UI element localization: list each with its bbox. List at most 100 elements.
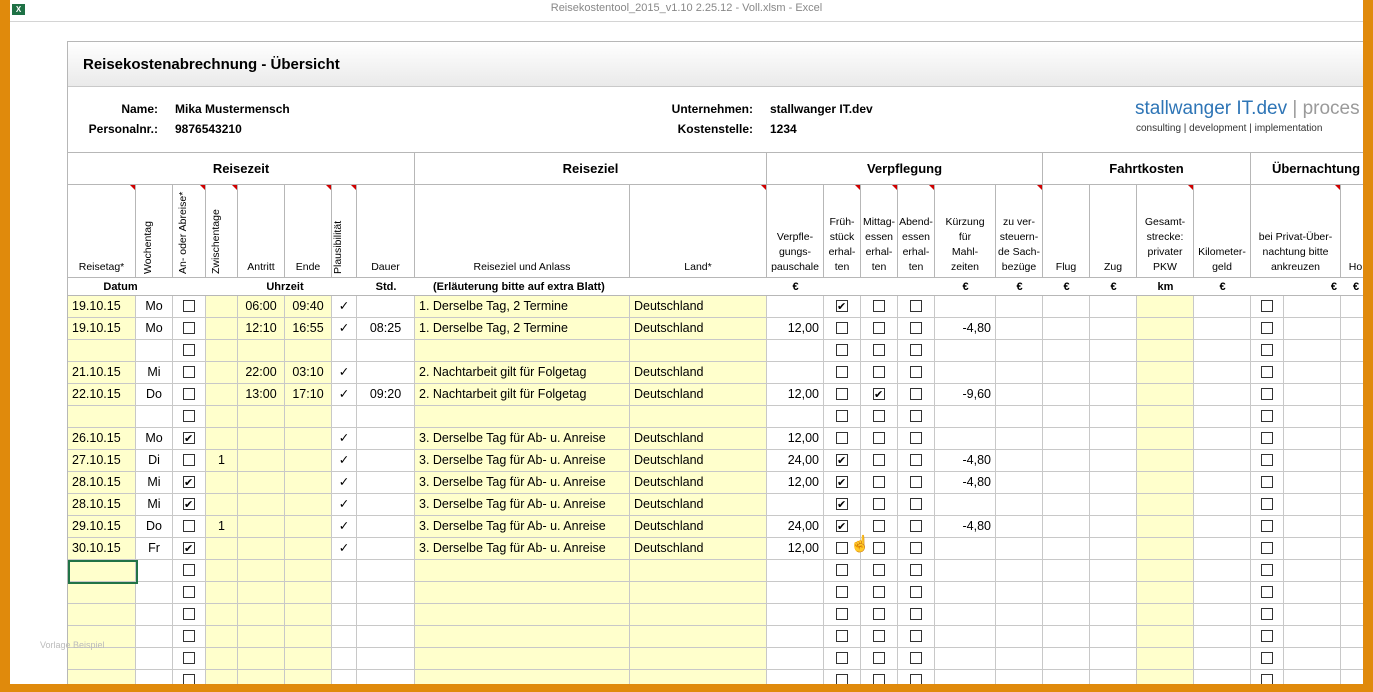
cell-date[interactable]: 27.10.15 — [68, 450, 136, 472]
cell-dur[interactable] — [357, 296, 415, 318]
cell-pl[interactable]: ✓ — [332, 384, 357, 406]
cell-km[interactable] — [1194, 582, 1251, 604]
cell-m[interactable] — [861, 670, 898, 684]
checkbox[interactable] — [910, 431, 922, 444]
checkbox[interactable] — [183, 585, 195, 598]
cell-m[interactable] — [861, 472, 898, 494]
cell-p[interactable] — [1251, 516, 1284, 538]
cell-p[interactable] — [1251, 384, 1284, 406]
cell-kurz[interactable]: -4,80 — [935, 450, 996, 472]
cell-pl[interactable]: ✓ — [332, 362, 357, 384]
comment-indicator-icon[interactable] — [929, 185, 934, 190]
cell-km[interactable] — [1194, 538, 1251, 560]
checkbox[interactable] — [873, 431, 885, 444]
cell-zug[interactable] — [1090, 472, 1137, 494]
checkbox[interactable] — [1261, 343, 1273, 356]
cell-pkw[interactable] — [1137, 582, 1194, 604]
cell-verpf[interactable] — [767, 560, 824, 582]
cell-km[interactable] — [1194, 318, 1251, 340]
cell-day[interactable]: Do — [136, 384, 173, 406]
cell-p2[interactable] — [1284, 516, 1341, 538]
cell-start[interactable] — [238, 428, 285, 450]
cell-zug[interactable] — [1090, 648, 1137, 670]
cell-p2[interactable] — [1284, 340, 1341, 362]
cell-day[interactable] — [136, 582, 173, 604]
cell-flug[interactable] — [1043, 428, 1090, 450]
cell-an[interactable] — [173, 582, 206, 604]
cell-flug[interactable] — [1043, 604, 1090, 626]
cell-an[interactable] — [173, 494, 206, 516]
cell-p2[interactable] — [1284, 670, 1341, 684]
cell-date[interactable]: 22.10.15 — [68, 384, 136, 406]
cell-zw[interactable]: 1 — [206, 450, 238, 472]
cell-p[interactable] — [1251, 494, 1284, 516]
cell-m[interactable] — [861, 406, 898, 428]
cell-zw[interactable] — [206, 406, 238, 428]
cell-flug[interactable] — [1043, 340, 1090, 362]
cell-p2[interactable] — [1284, 582, 1341, 604]
checkbox[interactable] — [183, 321, 195, 334]
cell-kurz[interactable] — [935, 340, 996, 362]
cell-start[interactable] — [238, 582, 285, 604]
cell-p[interactable] — [1251, 472, 1284, 494]
cell-anlass[interactable] — [415, 604, 630, 626]
cell-ho[interactable] — [1341, 296, 1363, 318]
cell-pkw[interactable] — [1137, 406, 1194, 428]
cell-date[interactable]: 29.10.15 — [68, 516, 136, 538]
cell-end[interactable] — [285, 648, 332, 670]
checkbox[interactable] — [873, 585, 885, 598]
cell-p2[interactable] — [1284, 472, 1341, 494]
cell-f[interactable] — [824, 648, 861, 670]
checkbox[interactable] — [1261, 651, 1273, 664]
cell-m[interactable] — [861, 648, 898, 670]
checkbox[interactable] — [873, 651, 885, 664]
cell-p[interactable] — [1251, 670, 1284, 684]
checkbox[interactable] — [183, 299, 195, 312]
cell-land[interactable] — [630, 582, 767, 604]
cell-kurz[interactable] — [935, 296, 996, 318]
cell-f[interactable] — [824, 318, 861, 340]
cell-p2[interactable] — [1284, 648, 1341, 670]
cell-land[interactable]: Deutschland — [630, 516, 767, 538]
cell-day[interactable]: Mi — [136, 494, 173, 516]
cell-zug[interactable] — [1090, 450, 1137, 472]
comment-indicator-icon[interactable] — [200, 185, 205, 190]
name-value[interactable]: Mika Mustermensch — [175, 102, 290, 116]
cell-f[interactable] — [824, 670, 861, 684]
costcenter-value[interactable]: 1234 — [770, 122, 797, 136]
cell-end[interactable] — [285, 560, 332, 582]
cell-p2[interactable] — [1284, 604, 1341, 626]
checked-checkbox[interactable] — [183, 473, 195, 493]
cell-start[interactable] — [238, 604, 285, 626]
cell-p[interactable] — [1251, 604, 1284, 626]
checkbox[interactable] — [873, 629, 885, 642]
cell-dur[interactable] — [357, 406, 415, 428]
cell-land[interactable]: Deutschland — [630, 296, 767, 318]
cell-f[interactable] — [824, 296, 861, 318]
cell-land[interactable]: Deutschland — [630, 494, 767, 516]
cell-zw[interactable] — [206, 648, 238, 670]
cell-km[interactable] — [1194, 362, 1251, 384]
cell-day[interactable]: Mo — [136, 296, 173, 318]
cell-flug[interactable] — [1043, 362, 1090, 384]
cell-an[interactable] — [173, 648, 206, 670]
checkbox[interactable] — [836, 629, 848, 642]
cell-dur[interactable] — [357, 560, 415, 582]
checkbox[interactable] — [1261, 453, 1273, 466]
cell-verpf[interactable] — [767, 670, 824, 684]
checked-checkbox[interactable] — [836, 517, 848, 537]
cell-m[interactable] — [861, 340, 898, 362]
checkbox[interactable] — [910, 387, 922, 400]
cell-kurz[interactable] — [935, 626, 996, 648]
cell-ho[interactable] — [1341, 406, 1363, 428]
cell-an[interactable] — [173, 472, 206, 494]
cell-dur[interactable] — [357, 494, 415, 516]
cell-an[interactable] — [173, 538, 206, 560]
cell-anlass[interactable] — [415, 406, 630, 428]
cell-land[interactable] — [630, 406, 767, 428]
cell-zug[interactable] — [1090, 296, 1137, 318]
cell-m[interactable] — [861, 494, 898, 516]
checkbox[interactable] — [1261, 519, 1273, 532]
cell-a[interactable] — [898, 340, 935, 362]
cell-km[interactable] — [1194, 428, 1251, 450]
